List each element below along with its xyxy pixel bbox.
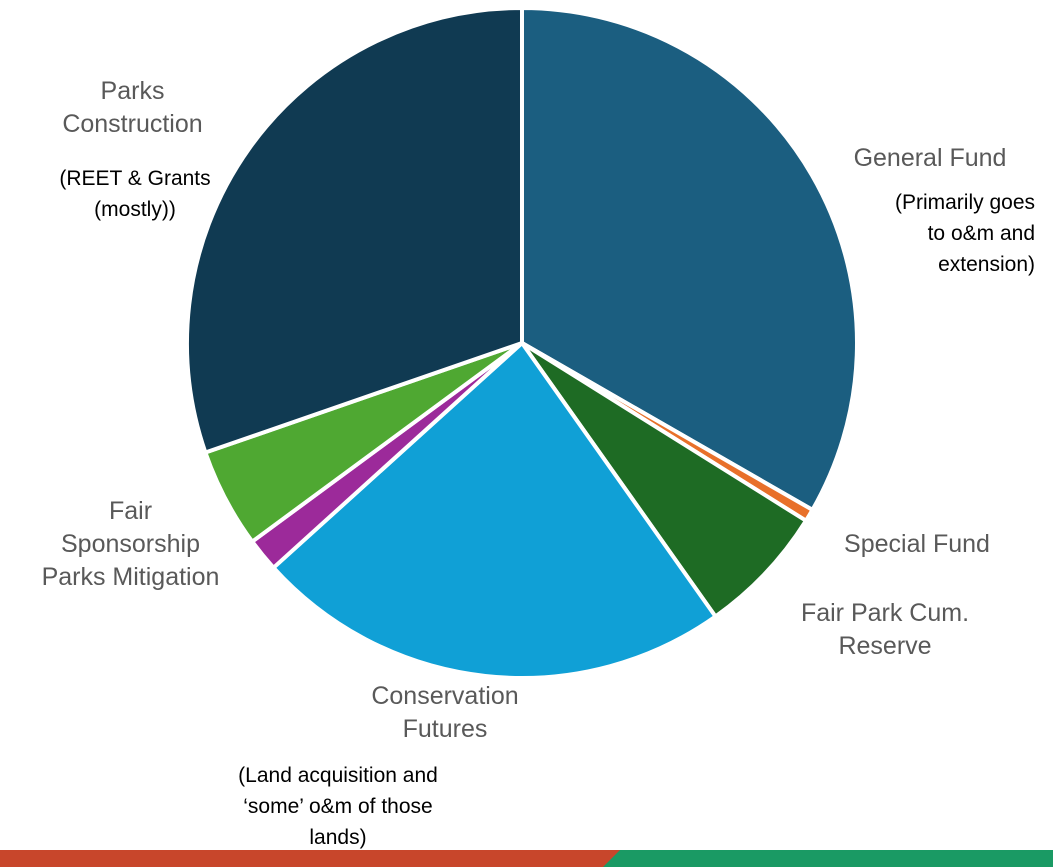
label-parks-construction: Parks Construction (62, 77, 203, 138)
label-fair-park: Fair Park Cum. Reserve (800, 599, 970, 660)
pie-slice-general-fund (520, 6, 859, 512)
note-parks-construction: (REET & Grants (mostly)) (59, 167, 211, 221)
pie-slice-fair-park-cum-reserve (520, 341, 808, 619)
pie-slice-conservation-futures (271, 341, 718, 680)
pie-slice-parks-construction (185, 6, 524, 455)
footer-bar-right (603, 850, 1053, 867)
label-special-fund: Special Fund (844, 530, 990, 558)
note-conservation-futures: (Land acquisition and ‘some’ o&m of thos… (238, 764, 438, 849)
label-conservation-futures: Conservation Futures (371, 682, 519, 743)
note-general-fund: (Primarily goes to o&m and extension) (894, 191, 1035, 276)
label-general-fund: General Fund (853, 144, 1007, 172)
label-fair-sponsorship-parks-mitigation: Fair Sponsorship Parks Mitigation (41, 497, 220, 591)
footer-bar-left (0, 850, 620, 867)
